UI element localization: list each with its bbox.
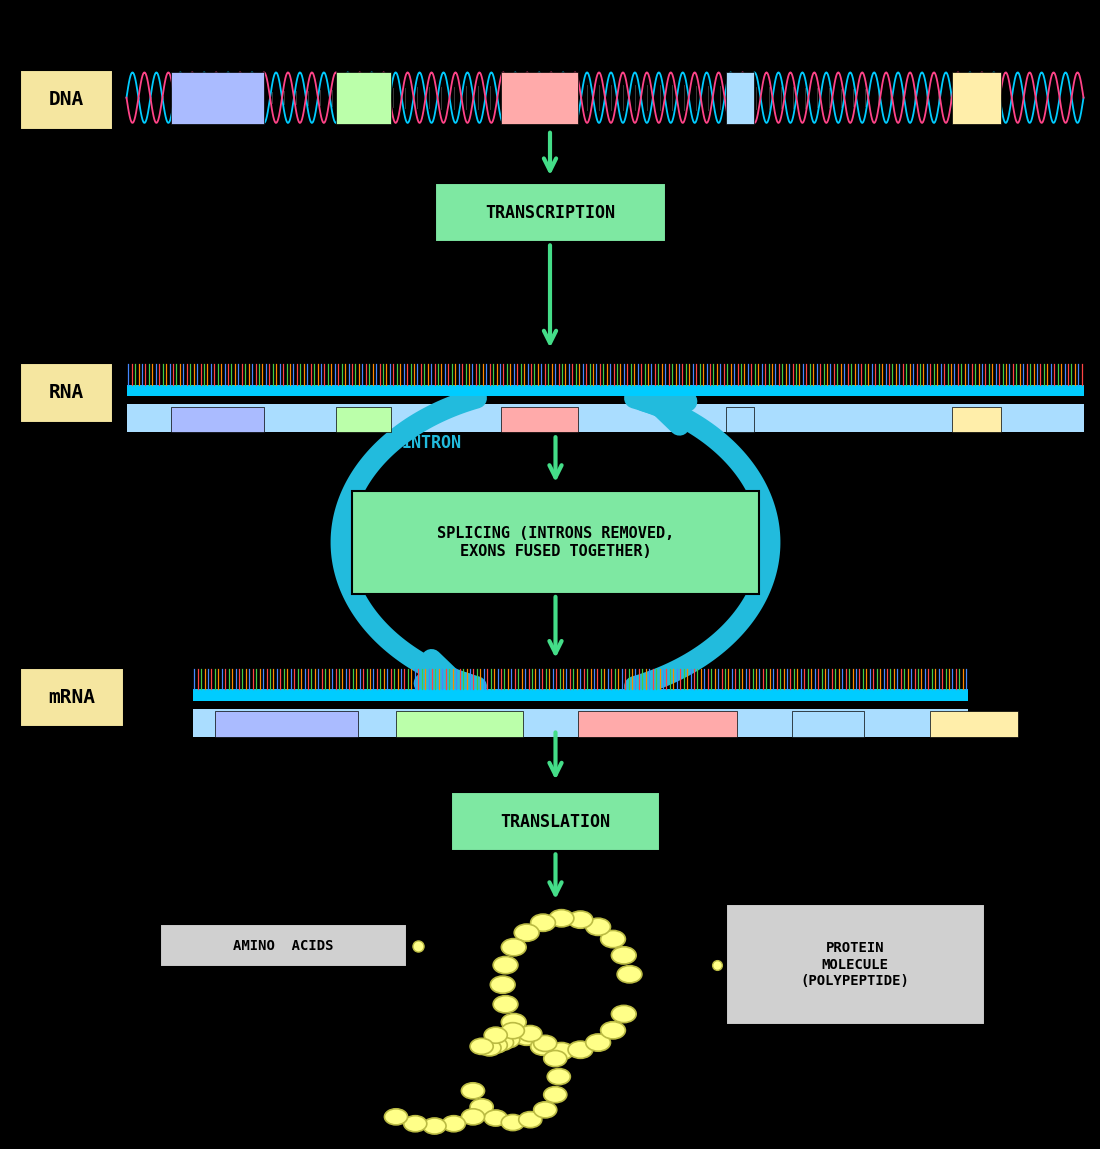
Bar	[160, 924, 407, 967]
Ellipse shape	[461, 1082, 484, 1098]
Ellipse shape	[601, 1021, 626, 1039]
Ellipse shape	[404, 1116, 427, 1132]
Bar	[500, 407, 578, 432]
Bar	[126, 385, 1084, 396]
Ellipse shape	[502, 1023, 525, 1039]
Bar	[336, 71, 390, 123]
Bar	[952, 71, 1001, 123]
Bar	[336, 407, 390, 432]
Ellipse shape	[497, 1032, 519, 1048]
Text: PROTEIN
MOLECULE
(POLYPEPTIDE): PROTEIN MOLECULE (POLYPEPTIDE)	[801, 941, 910, 988]
Bar	[930, 711, 1018, 737]
Bar	[20, 70, 113, 130]
Ellipse shape	[493, 956, 518, 973]
Text: mRNA: mRNA	[48, 688, 96, 707]
Ellipse shape	[534, 1102, 557, 1118]
Bar	[726, 904, 984, 1025]
Ellipse shape	[612, 1005, 636, 1023]
Ellipse shape	[534, 1035, 557, 1051]
Text: TRANSCRIPTION: TRANSCRIPTION	[485, 203, 615, 222]
Ellipse shape	[502, 939, 526, 956]
Bar	[578, 711, 737, 737]
Ellipse shape	[585, 918, 611, 935]
Ellipse shape	[484, 1027, 507, 1043]
Ellipse shape	[617, 965, 642, 982]
Text: TRANSLATION: TRANSLATION	[500, 812, 610, 831]
Text: SPLICING (INTRONS REMOVED,
EXONS FUSED TOGETHER): SPLICING (INTRONS REMOVED, EXONS FUSED T…	[437, 526, 674, 558]
Bar	[500, 71, 578, 123]
Ellipse shape	[502, 1115, 525, 1131]
Bar	[434, 183, 666, 242]
Ellipse shape	[585, 1034, 611, 1051]
Ellipse shape	[530, 1038, 556, 1055]
Bar	[726, 407, 754, 432]
Bar	[192, 709, 968, 737]
Bar	[396, 711, 522, 737]
Bar	[952, 407, 1001, 432]
Ellipse shape	[519, 1026, 542, 1042]
Bar	[451, 792, 660, 851]
Bar	[20, 668, 124, 727]
Ellipse shape	[543, 1050, 566, 1066]
Text: AMINO  ACIDS: AMINO ACIDS	[233, 939, 333, 953]
Ellipse shape	[543, 1087, 566, 1103]
Ellipse shape	[568, 911, 593, 928]
Bar	[170, 407, 264, 432]
Text: DNA: DNA	[48, 91, 85, 109]
Bar	[192, 689, 968, 701]
Ellipse shape	[493, 996, 518, 1013]
Ellipse shape	[422, 1118, 447, 1134]
Ellipse shape	[530, 915, 556, 932]
Ellipse shape	[484, 1038, 507, 1054]
Ellipse shape	[470, 1098, 493, 1115]
Ellipse shape	[477, 1040, 502, 1056]
Ellipse shape	[548, 1069, 570, 1085]
Bar	[726, 71, 754, 123]
Ellipse shape	[601, 931, 626, 948]
Bar	[170, 71, 264, 123]
Ellipse shape	[442, 1116, 465, 1132]
Text: RNA: RNA	[48, 384, 85, 402]
Bar	[126, 404, 1084, 432]
Bar	[792, 711, 864, 737]
Bar	[20, 363, 113, 423]
Ellipse shape	[502, 1013, 526, 1031]
Ellipse shape	[491, 1034, 514, 1050]
Bar	[214, 711, 358, 737]
Ellipse shape	[385, 1109, 407, 1125]
Bar	[352, 491, 759, 594]
Ellipse shape	[519, 1111, 542, 1127]
Ellipse shape	[568, 1041, 593, 1058]
Ellipse shape	[514, 924, 539, 941]
Ellipse shape	[484, 1110, 507, 1126]
Text: INTRON: INTRON	[402, 434, 462, 453]
Ellipse shape	[462, 1109, 484, 1125]
Ellipse shape	[549, 1042, 574, 1059]
Ellipse shape	[549, 910, 574, 927]
Ellipse shape	[514, 1028, 539, 1046]
Ellipse shape	[470, 1039, 493, 1055]
Ellipse shape	[612, 947, 636, 964]
Ellipse shape	[491, 977, 515, 993]
